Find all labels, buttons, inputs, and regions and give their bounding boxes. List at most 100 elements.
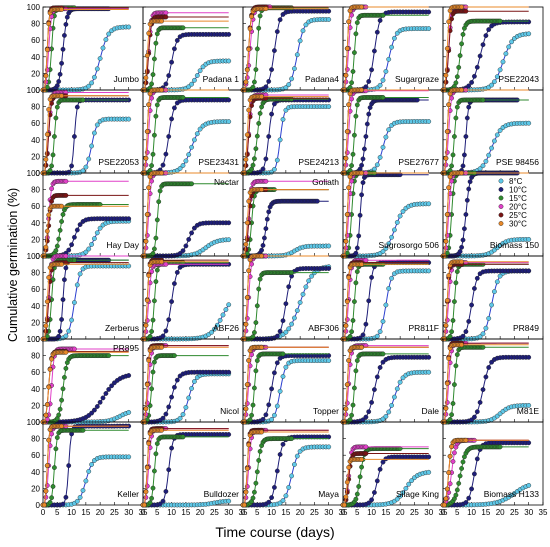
- panel-pse-98456: PSE 98456: [440, 87, 544, 176]
- data-point-15c: [149, 495, 155, 501]
- data-point-30c: [444, 380, 450, 386]
- data-point-10c: [271, 48, 277, 53]
- data-point-10c: [269, 67, 274, 73]
- data-point-10c: [57, 328, 63, 334]
- data-point-8c: [86, 468, 92, 474]
- data-point-15c: [257, 13, 263, 19]
- data-point-30c: [346, 185, 352, 191]
- panel-label: Padana4: [305, 74, 339, 84]
- panel-label: Nectar: [214, 177, 239, 187]
- data-point-15c: [149, 81, 155, 87]
- panel-label: Dale: [422, 406, 440, 416]
- data-point-15c: [63, 365, 69, 371]
- data-point-30c: [359, 4, 364, 10]
- panel-label: Silage King: [396, 489, 439, 499]
- data-point-10c: [354, 245, 360, 251]
- data-point-10c: [469, 486, 474, 492]
- data-point-15c: [450, 152, 456, 158]
- y-tick-label: 20: [31, 235, 40, 244]
- data-point-8c: [377, 82, 383, 88]
- data-point-30c: [243, 157, 249, 162]
- data-point-8c: [374, 333, 380, 339]
- data-point-30c: [146, 185, 152, 191]
- data-point-10c: [474, 409, 480, 415]
- x-tick-label: 0: [341, 508, 346, 517]
- data-point-8c: [80, 168, 86, 174]
- data-point-30c: [444, 129, 450, 134]
- data-point-15c: [57, 227, 63, 233]
- data-point-8c: [426, 268, 432, 274]
- data-point-10c: [56, 333, 62, 339]
- panel-label: Nicol: [220, 406, 239, 416]
- data-point-8c: [294, 453, 300, 459]
- data-point-15c: [56, 236, 62, 242]
- y-tick-label: 0: [36, 169, 41, 178]
- data-point-30c: [59, 93, 64, 99]
- data-point-20c: [72, 346, 77, 352]
- panel-label: Hay Day: [106, 240, 139, 250]
- data-point-10c: [160, 415, 166, 421]
- data-point-15c: [60, 386, 66, 392]
- data-point-10c: [363, 321, 369, 327]
- data-point-8c: [426, 469, 432, 475]
- data-point-10c: [464, 115, 470, 121]
- data-point-15c: [59, 397, 64, 403]
- data-point-15c: [151, 56, 157, 62]
- data-point-10c: [274, 29, 280, 34]
- data-point-15c: [250, 495, 256, 501]
- data-point-10c: [414, 97, 420, 103]
- data-point-10c: [480, 42, 486, 48]
- panel-label: PR895: [113, 343, 139, 353]
- data-point-10c: [369, 274, 374, 280]
- data-point-20c: [263, 178, 269, 184]
- data-point-10c: [326, 266, 332, 271]
- data-point-15c: [80, 427, 86, 433]
- data-point-30c: [359, 261, 364, 267]
- data-point-8c: [494, 279, 500, 285]
- data-point-10c: [471, 286, 477, 291]
- data-point-15c: [254, 46, 260, 52]
- data-point-30c: [59, 7, 64, 12]
- x-tick-label: 10: [267, 508, 276, 517]
- data-point-10c: [471, 73, 477, 79]
- data-point-15c: [347, 333, 353, 339]
- data-point-8c: [326, 243, 332, 249]
- data-point-8c: [194, 131, 200, 137]
- data-point-30c: [346, 19, 352, 25]
- panel-label: Sugargraze: [395, 74, 439, 84]
- data-point-15c: [149, 163, 155, 169]
- data-point-8c: [191, 137, 197, 143]
- data-point-30c: [344, 299, 350, 304]
- data-point-10c: [371, 490, 377, 495]
- data-point-8c: [286, 484, 292, 490]
- data-point-8c: [377, 329, 383, 334]
- data-point-10c: [163, 328, 169, 334]
- data-point-8c: [271, 166, 277, 172]
- data-point-15c: [254, 133, 260, 139]
- data-point-15c: [356, 484, 362, 489]
- data-point-30c: [146, 441, 152, 446]
- data-point-10c: [92, 407, 97, 413]
- data-point-10c: [226, 369, 232, 375]
- data-point-15c: [253, 67, 259, 73]
- data-point-15c: [251, 79, 257, 85]
- data-point-15c: [150, 369, 156, 375]
- data-point-30c: [346, 464, 352, 470]
- data-point-15c: [447, 333, 453, 339]
- data-point-10c: [60, 501, 66, 507]
- data-point-10c: [369, 497, 374, 503]
- data-point-30c: [244, 220, 250, 226]
- data-point-10c: [286, 284, 292, 290]
- data-point-10c: [477, 53, 483, 59]
- data-point-15c: [50, 152, 56, 158]
- data-point-15c: [253, 368, 259, 374]
- data-point-10c: [266, 499, 272, 505]
- y-tick-label: 80: [31, 269, 40, 278]
- data-point-8c: [386, 56, 392, 62]
- data-point-10c: [361, 146, 367, 152]
- data-point-8c: [380, 318, 386, 324]
- data-point-30c: [144, 212, 150, 217]
- data-point-10c: [126, 216, 132, 222]
- data-point-10c: [106, 386, 112, 392]
